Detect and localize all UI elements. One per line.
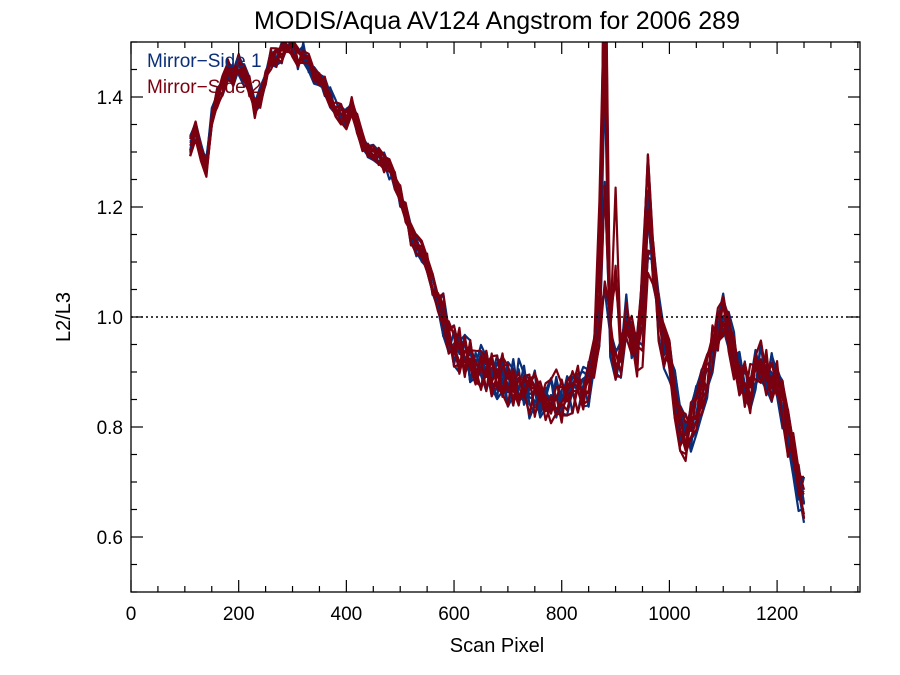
x-tick-label: 1200	[756, 604, 798, 625]
series-line-2-5	[189, 42, 805, 496]
series-line-2-4	[189, 42, 806, 491]
x-tick-label: 600	[438, 604, 470, 625]
y-tick-label: 1.2	[97, 198, 123, 219]
series-line-1-3	[189, 42, 805, 494]
series-line-1-5	[189, 42, 806, 501]
series-line-1-6	[189, 42, 806, 503]
series-group-1	[189, 42, 806, 523]
x-axis-label: Scan Pixel	[450, 635, 545, 657]
y-tick-label: 0.6	[97, 528, 123, 549]
y-tick-label: 0.8	[97, 418, 123, 439]
legend: Mirror−Side 1 Mirror−Side 2	[147, 51, 262, 98]
series-group-2	[189, 42, 806, 520]
series-line-1-7	[189, 42, 805, 513]
x-tick-label: 800	[546, 604, 578, 625]
series-line-2-1	[189, 42, 805, 479]
axis-ticks	[130, 41, 860, 593]
x-tick-label: 0	[126, 604, 137, 625]
y-axis-label: L2/L3	[53, 292, 75, 342]
series-lines	[189, 42, 806, 523]
series-line-2-7	[189, 42, 806, 519]
y-tick-label: 1.4	[97, 88, 124, 109]
legend-entry-2: Mirror−Side 2	[147, 77, 262, 98]
series-line-1-2	[189, 42, 805, 481]
x-tick-label: 400	[331, 604, 363, 625]
series-line-1-1	[189, 42, 806, 523]
y-tick-label: 1.0	[97, 308, 123, 329]
x-tick-label: 200	[223, 604, 255, 625]
x-tick-label: 1000	[648, 604, 690, 625]
plot-frame	[130, 41, 861, 593]
series-line-2-6	[189, 42, 805, 496]
plot-area	[130, 41, 861, 593]
series-line-2-2	[189, 42, 806, 515]
chart-title: MODIS/Aqua AV124 Angstrom for 2006 289	[254, 7, 740, 35]
series-line-2-3	[189, 43, 806, 520]
legend-entry-1: Mirror−Side 1	[147, 51, 262, 72]
tick-labels: 0 200 400 600 800 1000 1200 0.6 0.8 1.0 1.2 1.4	[97, 88, 799, 625]
series-line-1-4	[189, 48, 806, 505]
